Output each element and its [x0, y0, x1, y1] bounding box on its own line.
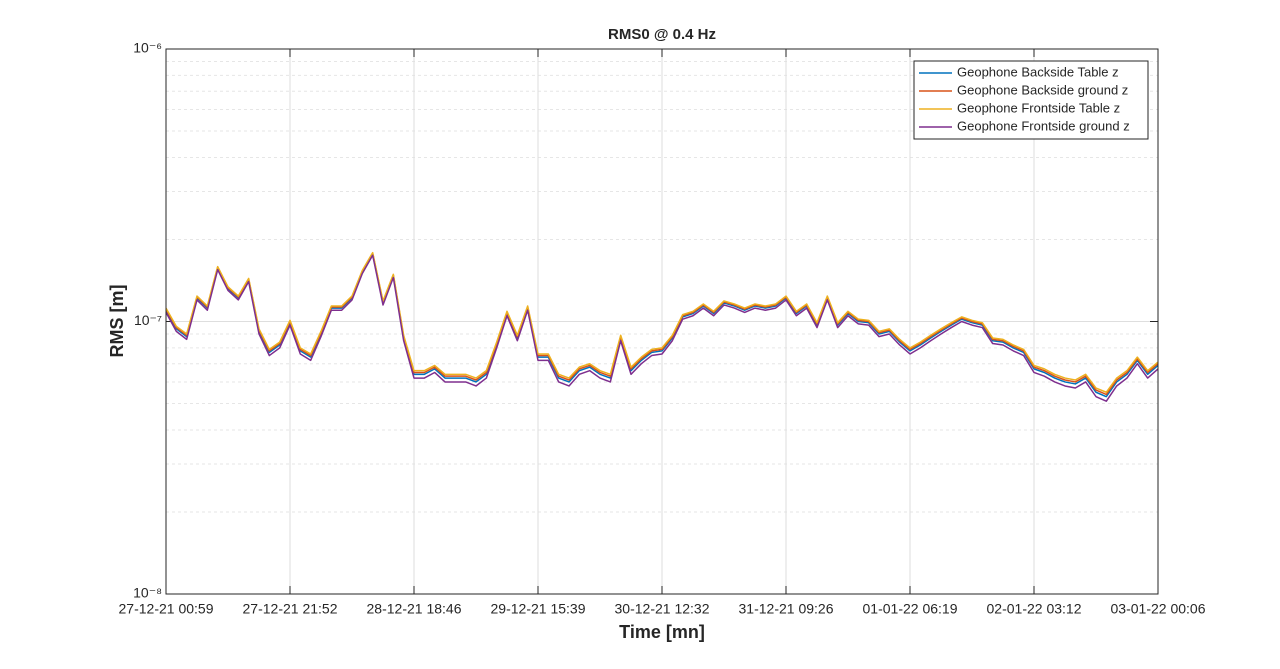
x-tick-label: 01-01-22 06:19	[863, 601, 958, 617]
chart-title: RMS0 @ 0.4 Hz	[608, 26, 716, 43]
legend-label: Geophone Frontside ground z	[957, 118, 1130, 133]
axes-box	[165, 48, 1159, 595]
x-tick-label: 02-01-22 03:12	[987, 601, 1082, 617]
x-tick-label: 31-12-21 09:26	[739, 601, 834, 617]
series-line	[165, 251, 1159, 393]
x-tick-label: 27-12-21 00:59	[119, 601, 214, 617]
x-tick-label: 28-12-21 18:46	[367, 601, 462, 617]
series-line	[165, 254, 1159, 402]
x-tick-label: 29-12-21 15:39	[491, 601, 586, 617]
y-tick-label: 10⁻⁷	[134, 312, 162, 328]
legend-label: Geophone Frontside Table z	[957, 100, 1120, 115]
x-axis-label: Time [mn]	[619, 622, 705, 642]
legend: Geophone Backside Table z Geophone Backsi…	[913, 60, 1149, 140]
y-axis-label: RMS [m]	[107, 285, 127, 358]
legend-label: Geophone Backside ground z	[957, 82, 1128, 97]
x-tick-label: 03-01-22 00:06	[1111, 601, 1206, 617]
x-tick-label: 27-12-21 21:52	[243, 601, 338, 617]
legend-label: Geophone Backside Table z	[957, 64, 1119, 79]
y-tick-label: 10⁻⁶	[133, 40, 162, 56]
x-tick-label: 30-12-21 12:32	[615, 601, 710, 617]
y-tick-label: 10⁻⁸	[133, 585, 162, 601]
legend-box	[913, 60, 1149, 140]
